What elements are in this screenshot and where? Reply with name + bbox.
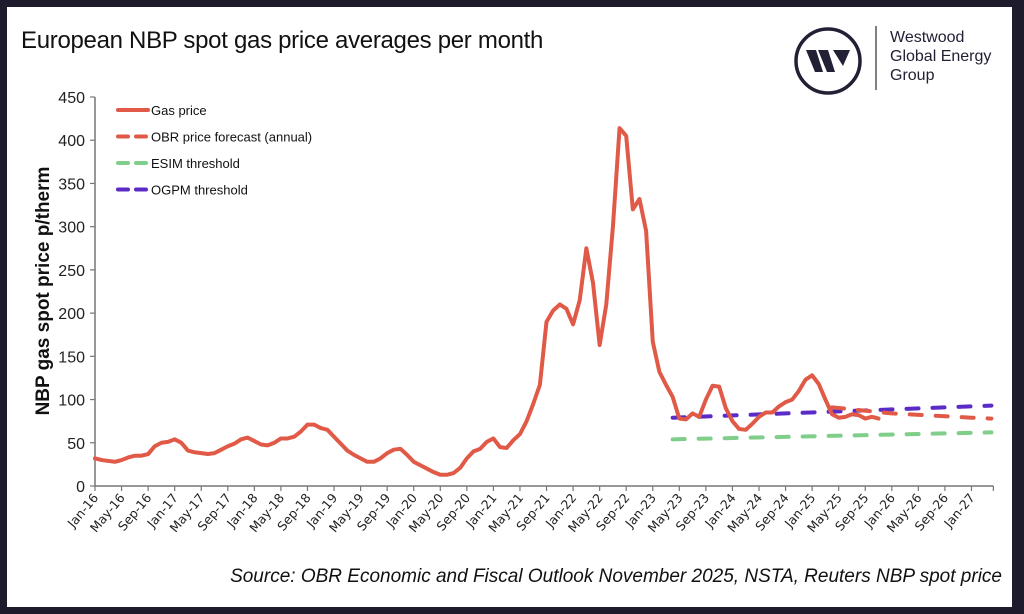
logo-line: Westwood <box>890 29 965 46</box>
logo-text: Westwood Global Energy Group <box>890 28 991 85</box>
legend-label: ESIM threshold <box>151 156 240 171</box>
y-tick-label: 0 <box>76 479 85 496</box>
legend-label: OGPM threshold <box>151 183 248 198</box>
y-tick-label: 100 <box>58 393 85 410</box>
chart-title: European NBP spot gas price averages per… <box>21 27 544 54</box>
y-tick-label: 450 <box>58 90 85 107</box>
series-line-obr-price-forecast-annual- <box>830 405 994 421</box>
logo-line: Group <box>890 67 935 84</box>
logo-line: Global Energy <box>890 48 992 65</box>
y-tick-label: 300 <box>58 220 85 237</box>
y-tick-label: 150 <box>58 349 85 366</box>
y-tick-label: 50 <box>67 436 85 453</box>
source-note: Source: OBR Economic and Fiscal Outlook … <box>230 566 1002 587</box>
legend-label: OBR price forecast (annual) <box>151 130 312 145</box>
y-tick-label: 350 <box>58 176 85 193</box>
legend-label: Gas price <box>151 103 207 118</box>
y-tick-label: 250 <box>58 263 85 280</box>
chart-card <box>7 7 1012 607</box>
series-line-gas-price <box>93 126 881 477</box>
y-tick-label: 400 <box>58 133 85 150</box>
series-line-esim-threshold <box>670 430 994 442</box>
y-tick-label: 200 <box>58 306 85 323</box>
